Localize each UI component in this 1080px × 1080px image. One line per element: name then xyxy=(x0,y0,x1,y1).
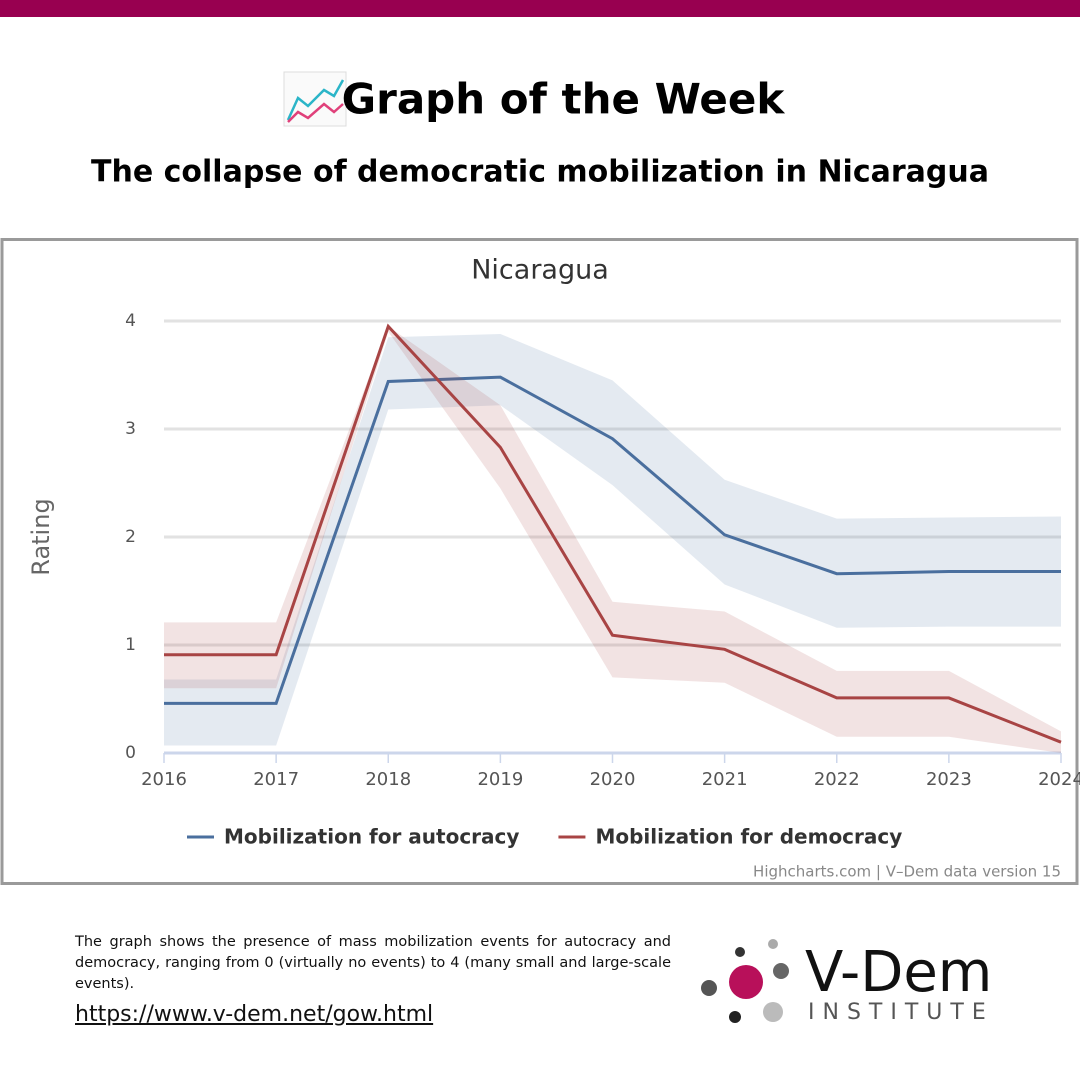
y-tick-label: 2 xyxy=(125,527,136,547)
chart-icon xyxy=(283,71,347,127)
page-subtitle: The collapse of democratic mobilization … xyxy=(91,155,989,190)
top-bar xyxy=(0,0,1080,17)
confidence-band xyxy=(164,326,1061,753)
y-tick-label: 1 xyxy=(125,635,136,655)
x-tick-label: 2019 xyxy=(477,769,523,790)
x-tick-label: 2018 xyxy=(365,769,411,790)
logo-name: V-Dem xyxy=(805,940,992,1005)
y-tick-label: 4 xyxy=(125,311,136,331)
x-tick-label: 2017 xyxy=(253,769,299,790)
x-tick-label: 2022 xyxy=(814,769,860,790)
logo xyxy=(701,939,789,1023)
legend-label: Mobilization for autocracy xyxy=(224,825,519,849)
y-axis-label: Rating xyxy=(27,498,55,575)
chart-title: Nicaragua xyxy=(471,255,609,286)
legend-label: Mobilization for democracy xyxy=(595,825,902,849)
chart-frame xyxy=(0,238,1079,885)
series-line xyxy=(164,375,1061,705)
x-tick-label: 2020 xyxy=(590,769,636,790)
description: The graph shows the presence of mass mob… xyxy=(75,934,671,992)
x-tick-label: 2024 xyxy=(1038,769,1080,790)
page-title: Graph of the Week xyxy=(342,75,786,124)
x-tick-label: 2021 xyxy=(702,769,748,790)
x-tick-label: 2016 xyxy=(141,769,187,790)
series-line xyxy=(164,323,1062,744)
url-link[interactable]: https://www.v-dem.net/gow.html xyxy=(75,1002,434,1027)
y-tick-label: 0 xyxy=(125,743,136,763)
credits: Highcharts.com | V–Dem data version 15 xyxy=(753,863,1061,881)
x-tick-label: 2023 xyxy=(926,769,972,790)
logo-sub: INSTITUTE xyxy=(808,1000,994,1025)
y-tick-label: 3 xyxy=(125,419,136,439)
